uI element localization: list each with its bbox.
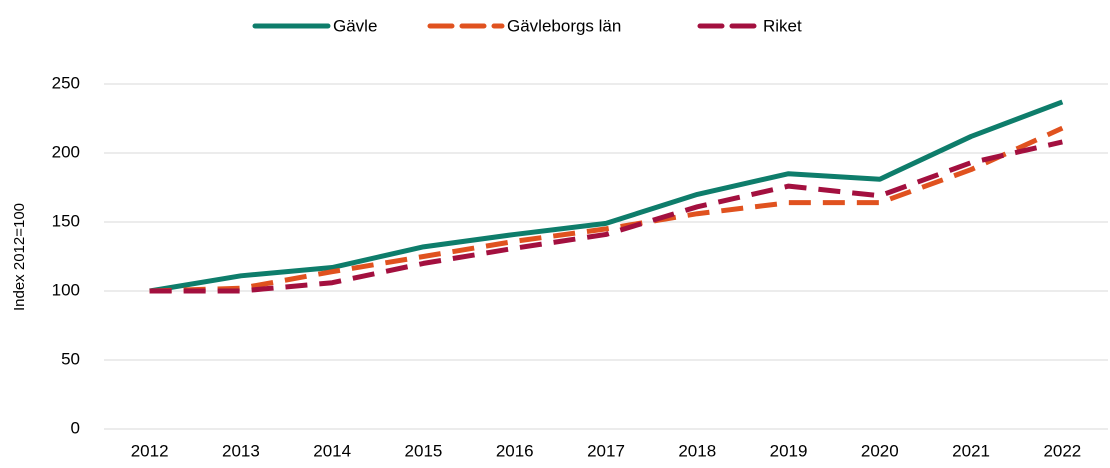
x-tick-label: 2022: [1043, 441, 1081, 460]
y-tick-label: 150: [52, 211, 80, 230]
y-tick-label: 100: [52, 280, 80, 299]
y-tick-label: 200: [52, 142, 80, 161]
x-tick-label: 2013: [222, 441, 260, 460]
x-tick-label: 2017: [587, 441, 625, 460]
x-tick-label: 2015: [405, 441, 443, 460]
x-tick-label: 2019: [770, 441, 808, 460]
y-tick-label: 50: [61, 349, 80, 368]
legend-label: Gävle: [333, 16, 377, 35]
legend-label: Riket: [763, 16, 802, 35]
x-tick-label: 2016: [496, 441, 534, 460]
x-tick-label: 2014: [313, 441, 351, 460]
series-line: [149, 125, 1064, 294]
y-tick-label: 0: [71, 418, 80, 437]
y-axis-label: Index 2012=100: [11, 203, 28, 311]
x-tick-label: 2020: [861, 441, 899, 460]
series-line: [149, 139, 1063, 294]
x-tick-label: 2021: [952, 441, 990, 460]
y-tick-label: 250: [52, 73, 80, 92]
x-tick-label: 2012: [131, 441, 169, 460]
series-line: [149, 99, 1064, 294]
x-tick-label: 2018: [678, 441, 716, 460]
legend-label: Gävleborgs län: [507, 16, 621, 35]
